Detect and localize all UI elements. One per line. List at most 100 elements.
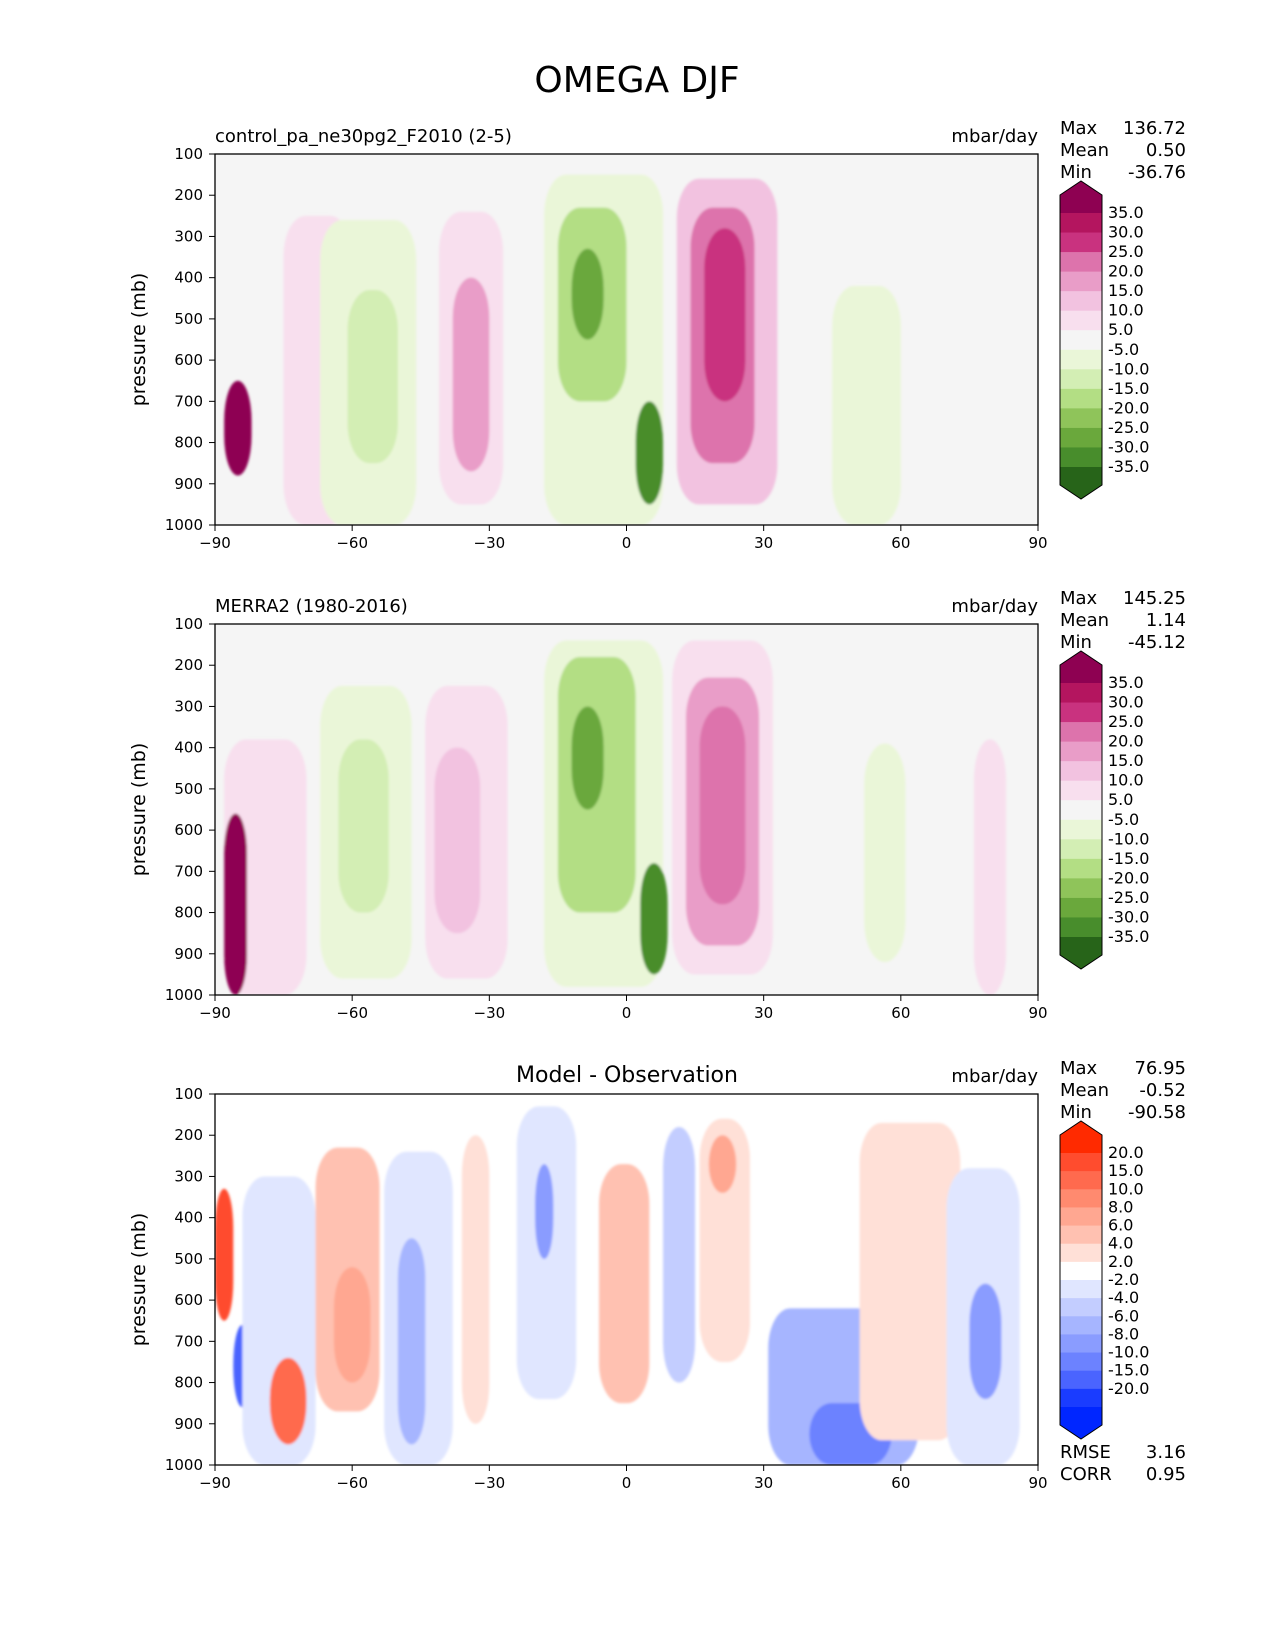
colorbar-tick-label: 20.0 [1108,1143,1144,1162]
colorbar-tick-label: 10.0 [1108,1179,1144,1198]
colorbar-tick-label: -6.0 [1108,1306,1139,1325]
x-tick-label: 0 [622,534,632,552]
contour-region [708,1135,737,1193]
colorbar-tick-label: -20.0 [1108,868,1149,887]
colorbar-band [1060,1243,1102,1263]
figure-title: OMEGA DJF [534,60,739,101]
y-tick-label: 100 [174,145,203,163]
y-tick-label: 600 [174,351,203,369]
colorbar-tick-label: 35.0 [1108,203,1144,222]
colorbar: 35.030.025.020.015.010.05.0-5.0-10.0-15.… [1059,180,1149,500]
x-tick-label: −60 [336,1004,368,1022]
stat-value: 136.72 [1123,118,1186,139]
colorbar: 35.030.025.020.015.010.05.0-5.0-10.0-15.… [1059,650,1149,970]
x-tick-label: −90 [199,534,231,552]
colorbar-band [1060,1352,1102,1372]
y-tick-label: 100 [174,1085,203,1103]
panel-title: MERRA2 (1980-2016) [215,596,408,617]
colorbar-tick-label: 8.0 [1108,1197,1133,1216]
x-tick-label: −60 [336,534,368,552]
colorbar-band [1060,1153,1102,1172]
y-tick-label: 400 [174,269,203,287]
colorbar-extend-top [1060,181,1102,213]
colorbar-band [1060,839,1102,860]
colorbar-band [1060,232,1102,253]
y-tick-label: 400 [174,739,203,757]
stat-label: Max [1060,588,1098,609]
x-tick-label: −90 [199,1004,231,1022]
colorbar-band [1060,408,1102,429]
y-axis-label: pressure (mb) [128,743,150,877]
panel-2: −90 −60 −30 0 30 60 90 100 200 300 400 500 600 700 800… [128,588,1186,1022]
contour-region [599,1164,650,1404]
colorbar-tick-label: 15.0 [1108,751,1144,770]
colorbar-band [1060,741,1102,762]
y-tick-label: 1000 [165,516,203,534]
colorbar-tick-label: -30.0 [1108,437,1149,456]
x-tick-label: 30 [754,1474,773,1492]
colorbar-band [1060,1171,1102,1190]
colorbar-band [1060,1388,1102,1408]
colorbar-tick-label: -25.0 [1108,418,1149,437]
colorbar-tick-label: -10.0 [1108,359,1149,378]
contour-region [571,706,604,810]
colorbar-tick-label: 30.0 [1108,693,1144,712]
metric-value: 0.95 [1146,1464,1186,1485]
colorbar-extend-bottom [1060,467,1102,499]
stat-label: Min [1060,632,1092,653]
stat-value: 76.95 [1134,1058,1186,1079]
colorbar-band [1060,897,1102,918]
colorbar-tick-label: 20.0 [1108,732,1144,751]
colorbar-band [1060,819,1102,840]
contour-region [397,1238,426,1445]
contour-region [347,290,398,464]
y-tick-label: 800 [174,1374,203,1392]
colorbar-band [1060,1189,1102,1208]
colorbar-band [1060,252,1102,273]
colorbar-band [1060,800,1102,821]
colorbar-band [1060,702,1102,723]
x-tick-label: 60 [891,1004,910,1022]
colorbar-tick-label: 20.0 [1108,262,1144,281]
y-tick-label: 500 [174,310,203,328]
contour-region [640,863,668,975]
stat-label: Min [1060,1102,1092,1123]
contour-region [699,706,746,905]
x-tick-label: 0 [622,1474,632,1492]
colorbar-band [1060,780,1102,801]
contour-field [215,1106,1020,1465]
colorbar-outline [1059,1120,1103,1440]
panel-title: control_pa_ne30pg2_F2010 (2-5) [215,126,512,147]
y-tick-label: 500 [174,1250,203,1268]
x-tick-label: −30 [474,534,506,552]
y-tick-label: 200 [174,1126,203,1144]
x-tick-label: −30 [474,1474,506,1492]
metric-label: RMSE [1060,1442,1111,1463]
colorbar-tick-label: -10.0 [1108,829,1149,848]
stat-label: Mean [1060,140,1109,161]
stat-value: 0.50 [1146,140,1186,161]
stat-value: -45.12 [1128,632,1186,653]
colorbar-band [1060,722,1102,743]
contour-region [224,813,248,995]
colorbar-tick-label: 30.0 [1108,223,1144,242]
units-label: mbar/day [951,1066,1038,1087]
colorbar-tick-label: 15.0 [1108,281,1144,300]
metric-value: 3.16 [1146,1442,1186,1463]
colorbar-band [1060,1225,1102,1245]
metric-label: CORR [1060,1464,1112,1485]
contour-region [535,1164,554,1259]
colorbar-band [1060,310,1102,331]
colorbar-tick-label: -20.0 [1108,398,1149,417]
colorbar-outline [1059,650,1103,970]
colorbar-band [1060,1298,1102,1317]
panel-1: −90 −60 −30 0 30 60 90 100 200 300 400 500 600 700 800… [128,118,1186,552]
colorbar-band [1060,761,1102,782]
colorbar-tick-label: 35.0 [1108,673,1144,692]
units-label: mbar/day [951,126,1038,147]
y-tick-label: 500 [174,780,203,798]
colorbar-band [1060,1370,1102,1390]
colorbar-extend-top [1060,651,1102,683]
y-tick-label: 600 [174,821,203,839]
colorbar-tick-label: 5.0 [1108,790,1133,809]
